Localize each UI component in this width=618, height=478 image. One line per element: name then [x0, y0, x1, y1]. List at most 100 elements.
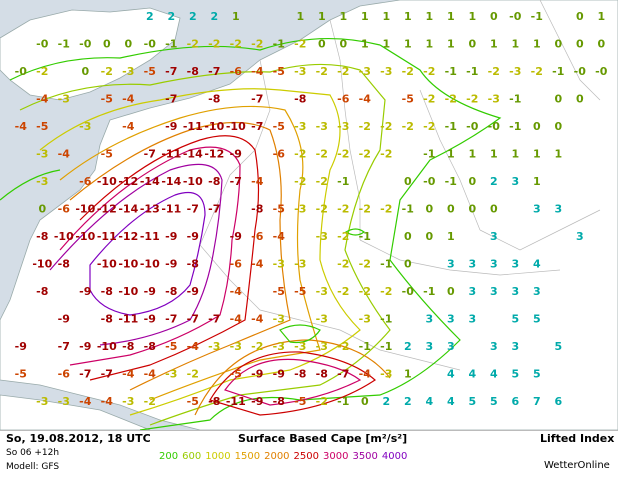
- lifted-index-value: 1: [511, 37, 519, 50]
- lifted-index-value: 2: [382, 395, 390, 408]
- lifted-index-value: 1: [232, 10, 240, 23]
- lifted-index-value: -10: [54, 230, 74, 243]
- lifted-index-value: 1: [404, 10, 412, 23]
- brand-label: WetterOnline: [544, 460, 610, 471]
- contour-200: [279, 324, 321, 344]
- lifted-index-value: -2: [251, 340, 263, 353]
- lifted-index-value: -1: [509, 120, 521, 133]
- lifted-index-value: -12: [204, 147, 224, 160]
- lifted-index-value: -4: [122, 367, 135, 380]
- lifted-index-value: -1: [337, 395, 349, 408]
- lifted-index-value: -7: [230, 175, 242, 188]
- lifted-index-value: -3: [316, 340, 328, 353]
- lifted-index-value: -9: [58, 312, 70, 325]
- lifted-index-value: 1: [447, 37, 455, 50]
- lifted-index-value: 1: [511, 147, 519, 160]
- lifted-index-value: -2: [359, 257, 371, 270]
- lifted-index-value: -4: [15, 120, 28, 133]
- lifted-index-value: -2: [359, 202, 371, 215]
- lifted-index-value: -6: [251, 230, 264, 243]
- lifted-index-value: -13: [140, 202, 160, 215]
- lifted-index-value: 1: [447, 147, 455, 160]
- lifted-index-value: -8: [208, 92, 220, 105]
- lifted-index-value: -5: [294, 285, 306, 298]
- lifted-index-value: 1: [533, 37, 541, 50]
- lifted-index-value: 5: [533, 367, 541, 380]
- lifted-index-value: -3: [273, 312, 285, 325]
- lifted-index-value: 3: [490, 285, 498, 298]
- lifted-index-value: 0: [447, 285, 455, 298]
- lifted-index-value: -10: [75, 230, 95, 243]
- lifted-index-value: -0: [15, 65, 28, 78]
- lifted-index-value: -3: [273, 257, 285, 270]
- lifted-index-value: -6: [273, 147, 286, 160]
- lifted-index-value: -2: [208, 37, 220, 50]
- lifted-index-value: -3: [273, 340, 285, 353]
- landmass-britain: [0, 7, 181, 101]
- lifted-index-value: -2: [101, 65, 113, 78]
- lifted-index-value: -7: [187, 312, 199, 325]
- lifted-index-value: -11: [97, 230, 117, 243]
- legend-item: 3000: [323, 451, 349, 462]
- lifted-index-value: 1: [490, 147, 498, 160]
- lifted-index-value: 0: [124, 37, 132, 50]
- lifted-index-value: -5: [294, 395, 306, 408]
- lifted-index-value: -3: [316, 312, 328, 325]
- lifted-index-value: -5: [15, 367, 27, 380]
- lifted-index-value: -3: [58, 395, 70, 408]
- lifted-index-value: -4: [230, 285, 243, 298]
- lifted-index-value: -1: [466, 65, 478, 78]
- lifted-index-value: -2: [230, 37, 242, 50]
- lifted-index-value: -7: [165, 92, 177, 105]
- lifted-index-value: -7: [101, 367, 113, 380]
- lifted-index-value: -2: [337, 147, 349, 160]
- lifted-index-value: -4: [144, 367, 157, 380]
- lifted-index-value: -8: [165, 285, 177, 298]
- lifted-index-value: 1: [554, 147, 562, 160]
- lifted-index-value: -4: [79, 395, 92, 408]
- lifted-index-value: 0: [38, 202, 46, 215]
- lifted-index-value: -5: [230, 367, 242, 380]
- lifted-index-value: -7: [165, 312, 177, 325]
- lifted-index-value: -10: [97, 257, 117, 270]
- contour-2000: [194, 339, 391, 416]
- lifted-index-value: 3: [490, 230, 498, 243]
- lifted-index-value: -8: [101, 285, 113, 298]
- lifted-index-value: -2: [445, 92, 457, 105]
- lifted-index-value: -11: [140, 230, 160, 243]
- lifted-index-value: -3: [122, 395, 134, 408]
- lifted-index-value: 1: [447, 10, 455, 23]
- lifted-index-value: -8: [144, 340, 156, 353]
- border-line: [419, 89, 481, 231]
- lifted-index-value: -9: [79, 340, 91, 353]
- lifted-index-value: -6: [58, 202, 71, 215]
- lifted-index-value: -1: [359, 340, 371, 353]
- lifted-index-value: -2: [294, 37, 306, 50]
- lifted-index-map: 2 2 2 2 1 1 1 1 1 1 1 1 1 1 0 -0 -1 0 1 -0 -1 -0 0 0 -0 -1 -2 -2 -2-…: [0, 0, 618, 430]
- lifted-index-value: -3: [36, 395, 48, 408]
- lifted-index-value: 0: [468, 37, 476, 50]
- lifted-index-value: -3: [208, 340, 220, 353]
- lifted-index-value: -3: [122, 65, 134, 78]
- lifted-index-value: -2: [402, 65, 414, 78]
- lifted-index-value: -9: [251, 367, 263, 380]
- legend-item: 600: [182, 451, 202, 462]
- lifted-index-value: -8: [101, 312, 113, 325]
- lifted-index-value: 3: [447, 340, 455, 353]
- lifted-index-value: -4: [251, 65, 264, 78]
- lifted-index-value: -0: [509, 10, 522, 23]
- lifted-index-value: 1: [447, 230, 455, 243]
- lifted-index-value: 3: [533, 285, 541, 298]
- lifted-index-value: -10: [118, 257, 138, 270]
- lifted-index-value: -1: [380, 312, 392, 325]
- lifted-index-value: -5: [36, 120, 48, 133]
- lifted-index-value: -9: [251, 395, 263, 408]
- lifted-index-value: 0: [425, 202, 433, 215]
- lifted-index-value: 3: [511, 175, 519, 188]
- lifted-index-value: -11: [161, 147, 181, 160]
- lifted-index-value: -4: [58, 147, 71, 160]
- lifted-index-value: 0: [447, 202, 455, 215]
- lifted-index-value: -1: [165, 37, 177, 50]
- lifted-index-value: -3: [359, 65, 371, 78]
- lifted-index-value: 0: [103, 37, 111, 50]
